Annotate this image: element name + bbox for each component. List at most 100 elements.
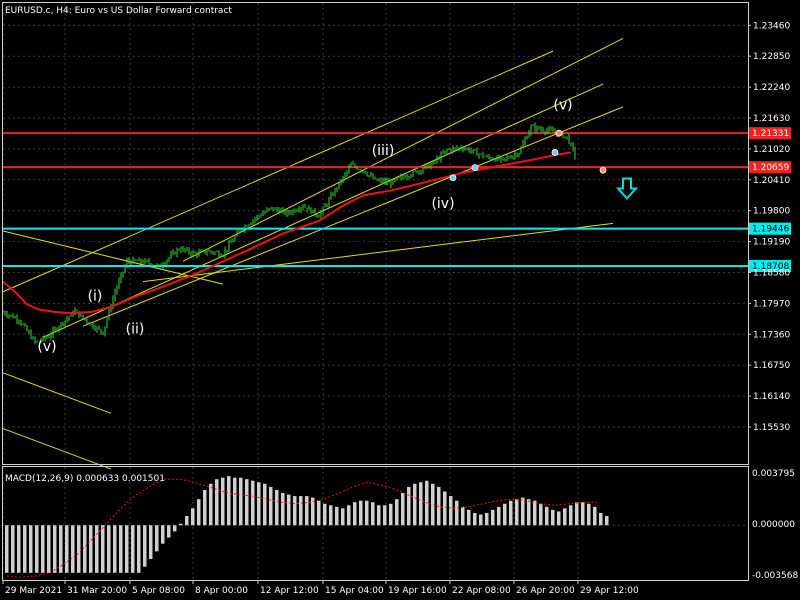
macd-bar [389, 503, 393, 526]
macd-bar [203, 489, 207, 526]
wave-label: (v) [553, 97, 572, 113]
macd-bar [257, 482, 261, 526]
macd-signal-polyline [6, 478, 599, 578]
trade-marker [551, 149, 559, 156]
price-axis[interactable]: 1.23460 1.22850 1.22240 1.21630 1.21020 1.204… [748, 21, 790, 433]
macd-bar [533, 500, 537, 526]
time-tick-label: 12 Apr 12:00 [260, 586, 319, 596]
macd-tick-bottom: -0.003568 [752, 571, 798, 581]
support-level-badge [749, 222, 791, 235]
macd-bar [209, 483, 213, 526]
price-tick-label: 1.23460 [753, 21, 790, 31]
macd-bar [137, 525, 141, 573]
macd-bar [449, 496, 453, 526]
macd-bar [551, 509, 555, 526]
macd-bar [491, 509, 495, 526]
macd-bar [281, 493, 285, 526]
macd-bar [341, 508, 345, 526]
time-axis[interactable]: 29 Mar 2021 31 Mar 20:00 5 Apr 08:00 8 Apr … [2, 580, 639, 596]
macd-bar [377, 505, 381, 526]
resistance-level-badge [749, 127, 791, 140]
macd-bar [401, 493, 405, 526]
macd-bar [581, 502, 585, 526]
macd-bar [131, 525, 135, 573]
macd-bar [371, 502, 375, 526]
trend-line [182, 38, 624, 262]
macd-bar [29, 525, 33, 573]
time-tick-label: 29 Mar 2021 [5, 586, 62, 596]
macd-bar [521, 497, 525, 526]
moving-average [2, 151, 572, 315]
macd-bar [11, 525, 15, 573]
macd-bar [71, 525, 75, 573]
macd-bar [185, 516, 189, 526]
macd-bar [269, 486, 273, 526]
trend-line [2, 230, 224, 285]
wave-label: (iii) [372, 143, 395, 159]
macd-label: MACD(12,26,9) 0.000633 0.001501 [5, 474, 165, 484]
macd-bar [587, 503, 591, 526]
price-tick-label: 1.22240 [753, 83, 790, 93]
macd-bar [59, 525, 63, 573]
macd-bar [563, 508, 567, 526]
time-tick-label: 5 Apr 08:00 [132, 586, 185, 596]
macd-bar [359, 500, 363, 526]
macd-bar [143, 525, 147, 567]
macd-bar [311, 497, 315, 526]
macd-bar [233, 477, 237, 526]
macd-bar [155, 525, 159, 552]
macd-bar [545, 506, 549, 526]
support-level-badge [749, 260, 791, 273]
macd-bar [365, 500, 369, 526]
wave-label: (i) [88, 288, 103, 304]
macd-bar [65, 525, 69, 573]
macd-bar [275, 489, 279, 526]
macd-bar [47, 525, 51, 573]
macd-tick-top: 0.003795 [752, 469, 795, 479]
price-tick-label: 1.17360 [753, 330, 790, 340]
trend-lines[interactable] [2, 38, 624, 470]
macd-bar [569, 505, 573, 526]
macd-bar [113, 525, 117, 573]
price-tick-label: 1.17970 [753, 299, 790, 309]
time-tick-label: 19 Apr 16:00 [388, 586, 447, 596]
macd-bar [419, 482, 423, 526]
sell-arrow-icon [615, 177, 639, 200]
time-tick-label: 29 Apr 12:00 [580, 586, 639, 596]
trend-line [82, 106, 624, 327]
macd-bar [167, 525, 171, 538]
macd-bar [575, 502, 579, 526]
trend-line [142, 222, 614, 283]
support-level-label: 1.19446 [752, 225, 789, 235]
macd-tick-zero: 0.000000 [752, 520, 795, 530]
horizontal-levels[interactable]: 1.21331 1.20659 1.19446 1.18708 [3, 127, 791, 273]
macd-bar [395, 499, 399, 526]
macd-bar [173, 525, 177, 532]
macd-bar [221, 477, 225, 526]
macd-bar [5, 525, 9, 573]
macd-bar [251, 480, 255, 526]
macd-bar [89, 525, 93, 573]
resistance-level-label: 1.21331 [752, 129, 789, 139]
macd-bar [515, 499, 519, 526]
macd-bar [383, 505, 387, 526]
wave-labels: (v) (i) (ii) (iii) (iv) (v) [37, 97, 572, 355]
macd-bar [317, 500, 321, 526]
resistance-level-label: 1.20659 [752, 163, 789, 173]
macd-bar [245, 479, 249, 526]
macd-bar [287, 494, 291, 526]
macd-bar [335, 506, 339, 526]
macd-bar [539, 503, 543, 526]
macd-bar [17, 525, 21, 573]
macd-bar [179, 523, 183, 526]
macd-bar [407, 486, 411, 526]
price-candles [2, 122, 576, 345]
macd-bar [479, 514, 483, 526]
macd-bar [83, 525, 87, 573]
macd-axis: 0.003795 0.000000 -0.003568 [752, 469, 798, 581]
trend-line [2, 428, 112, 470]
trend-line [2, 50, 554, 293]
macd-bar [605, 516, 609, 526]
